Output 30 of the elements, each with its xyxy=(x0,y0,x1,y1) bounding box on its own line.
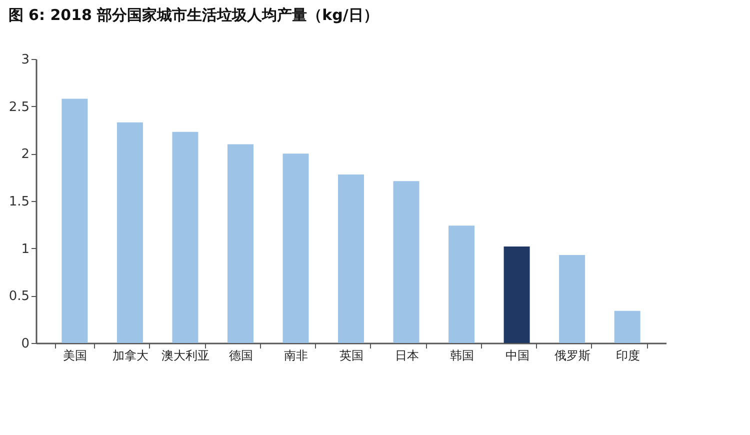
bar xyxy=(62,98,88,343)
x-tick-label: 日本 xyxy=(394,348,419,362)
y-tick-label: 2 xyxy=(21,147,30,162)
y-tick-label: 3 xyxy=(21,52,30,68)
bar xyxy=(282,154,309,343)
x-tick-label: 加拿大 xyxy=(112,348,148,362)
y-tick-label: 0 xyxy=(21,336,30,352)
y-tick-label: 2.5 xyxy=(8,100,30,115)
y-tick-label: 1.5 xyxy=(8,194,30,210)
x-tick-label: 中国 xyxy=(505,348,530,362)
x-tick-label: 韩国 xyxy=(450,348,474,362)
bar xyxy=(393,181,420,343)
bar xyxy=(559,254,586,343)
x-tick-label: 澳大利亚 xyxy=(162,348,210,362)
bar xyxy=(338,174,364,343)
bar xyxy=(172,132,198,343)
bar xyxy=(614,310,640,343)
x-tick-label: 英国 xyxy=(340,348,364,362)
x-tick-label: 俄罗斯 xyxy=(554,348,591,362)
y-tick-label: 1 xyxy=(21,242,30,257)
x-tick-label: 美国 xyxy=(63,348,88,362)
x-tick-label: 印度 xyxy=(616,348,640,362)
chart-title: 图 6: 2018 部分国家城市生活垃圾人均产量（kg/日） xyxy=(8,6,378,24)
y-tick-label: 0.5 xyxy=(8,289,30,304)
bar xyxy=(504,246,530,343)
bar xyxy=(227,144,254,343)
bar xyxy=(116,122,143,343)
bar xyxy=(448,226,475,343)
x-tick-label: 南非 xyxy=(284,348,308,362)
x-tick-label: 德国 xyxy=(228,348,253,362)
